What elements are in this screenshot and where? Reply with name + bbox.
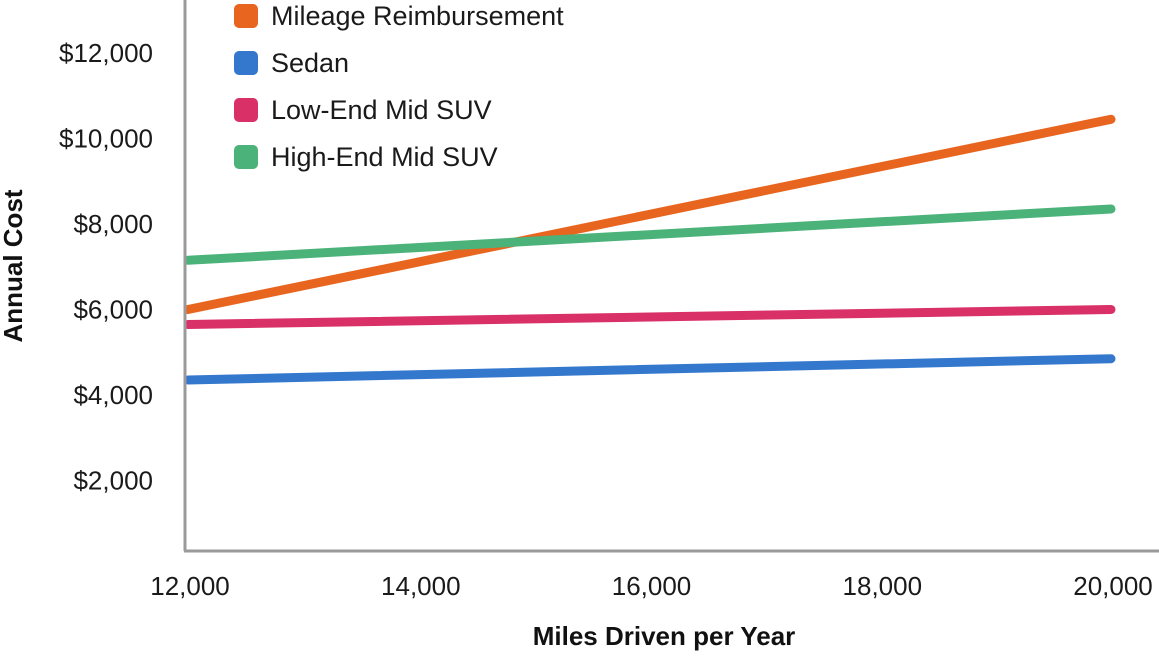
x-tick-label: 18,000 bbox=[843, 571, 923, 601]
series-lines bbox=[183, 114, 1116, 385]
legend-swatch bbox=[234, 98, 258, 122]
y-tick-label: $4,000 bbox=[73, 380, 153, 410]
y-tick-label: $2,000 bbox=[73, 466, 153, 496]
y-tick-label: $8,000 bbox=[73, 209, 153, 239]
x-tick-labels: 12,000 14,000 16,000 18,000 20,000 bbox=[150, 571, 1153, 601]
legend-label: Mileage Reimbursement bbox=[271, 1, 564, 31]
legend-swatch bbox=[234, 4, 258, 28]
y-tick-labels: $2,000 $4,000 $6,000 $8,000 $10,000 $12,000 bbox=[59, 38, 153, 496]
series-line-4 bbox=[183, 204, 1116, 265]
legend-swatch bbox=[234, 145, 258, 169]
y-tick-label: $6,000 bbox=[73, 295, 153, 325]
y-tick-label: $10,000 bbox=[59, 124, 153, 154]
legend: Mileage Reimbursement Sedan Low-End Mid SU… bbox=[234, 1, 564, 172]
x-axis-title: Miles Driven per Year bbox=[533, 621, 796, 651]
series-line-3 bbox=[183, 305, 1116, 329]
x-tick-label: 16,000 bbox=[612, 571, 692, 601]
y-axis-title: Annual Cost bbox=[0, 189, 28, 342]
x-tick-label: 14,000 bbox=[381, 571, 461, 601]
axes bbox=[183, 0, 1159, 553]
x-tick-label: 12,000 bbox=[150, 571, 230, 601]
x-tick-label: 20,000 bbox=[1073, 571, 1153, 601]
legend-swatch bbox=[234, 51, 258, 75]
y-tick-label: $12,000 bbox=[59, 38, 153, 68]
legend-label: Low-End Mid SUV bbox=[271, 95, 492, 125]
series-line-1 bbox=[183, 114, 1116, 314]
series-line-2 bbox=[183, 354, 1116, 385]
legend-label: Sedan bbox=[271, 48, 349, 78]
legend-label: High-End Mid SUV bbox=[271, 142, 498, 172]
